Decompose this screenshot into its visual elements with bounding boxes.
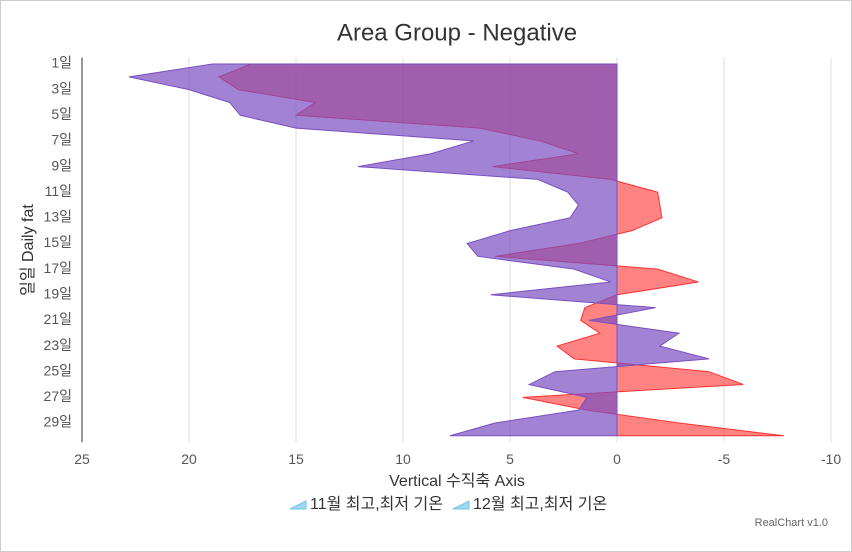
legend: 11월 최고,최저 기온 12월 최고,최저 기온 [289, 495, 607, 513]
y-tick-label: 17일 [44, 260, 72, 276]
y-tick-label: 9일 [51, 157, 72, 173]
y-tick-label: 3일 [51, 80, 72, 96]
legend-label: 11월 최고,최저 기온 [310, 495, 443, 513]
chart-title: Area Group - Negative [337, 19, 577, 46]
y-tick-label: 19일 [44, 285, 72, 301]
x-tick-label: 5 [506, 451, 514, 467]
credits: RealChart v1.0 [755, 517, 828, 529]
legend-label: 12월 최고,최저 기온 [473, 495, 607, 513]
y-axis-title: 일일 Daily fat [19, 204, 37, 296]
x-tick-label: 25 [74, 451, 90, 467]
y-tick-label: 11일 [45, 183, 72, 199]
y-tick-label: 23일 [44, 337, 72, 353]
legend-icon [452, 500, 470, 510]
x-axis-title: Vertical 수직축 Axis [389, 472, 525, 490]
x-tick-label: 15 [288, 451, 304, 467]
y-tick-label: 27일 [44, 388, 72, 404]
y-tick-label: 15일 [44, 234, 72, 250]
x-tick-label: -5 [718, 451, 731, 467]
y-tick-label: 29일 [44, 414, 72, 430]
area [128, 63, 710, 437]
y-tick-label: 13일 [44, 209, 72, 225]
y-tick-label: 21일 [44, 311, 72, 327]
x-tick-label: -10 [821, 451, 841, 467]
x-tick-label: 10 [395, 451, 411, 467]
x-tick-label: 0 [613, 451, 621, 467]
y-tick-label: 5일 [51, 106, 72, 122]
legend-icon [289, 500, 307, 510]
y-tick-label: 1일 [51, 55, 72, 71]
x-tick-label: 20 [181, 451, 197, 467]
y-tick-label: 7일 [51, 132, 72, 148]
y-tick-label: 25일 [44, 362, 72, 378]
